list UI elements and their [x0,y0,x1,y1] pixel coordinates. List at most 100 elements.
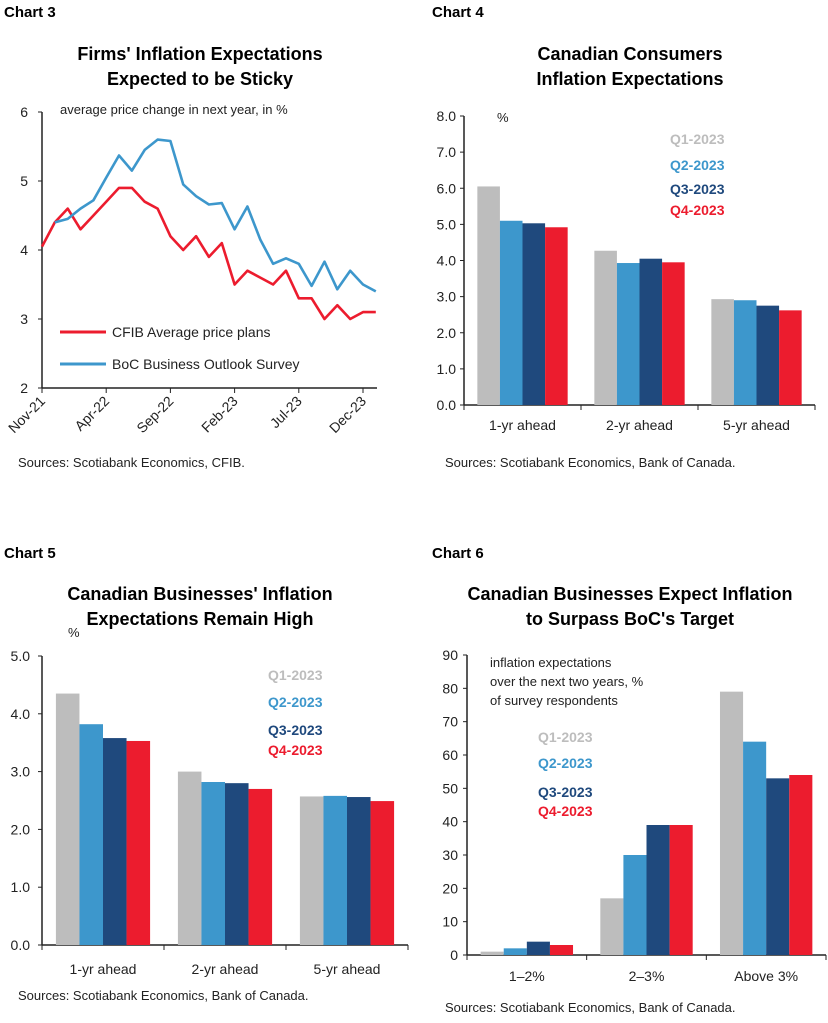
bar-q4-2023-2 [789,775,813,955]
bar-q4-2023-2 [370,801,395,945]
category-label: 5-yr ahead [723,417,790,433]
y-tick-label: 0 [450,947,458,963]
bar-q1-2023-1 [177,771,202,945]
unit-label: % [497,110,509,125]
y-tick-label: 80 [442,680,458,696]
chart-3-label: Chart 3 [4,4,56,21]
y-tick-label: 90 [442,647,458,663]
legend-label: Q3-2023 [538,784,593,800]
bar-q3-2023-1 [225,783,249,945]
title-line: to Surpass BoC's Target [526,609,734,629]
bar-q4-2023-0 [549,945,574,955]
y-tick-label: 5.0 [437,216,457,232]
y-tick-label: 2.0 [11,821,31,837]
chart-3-title: Firms' Inflation Expectations Expected t… [20,42,380,92]
bar-q2-2023-2 [323,795,347,945]
bar-q1-2023-0 [55,693,80,945]
bar-q2-2023-0 [79,724,103,945]
source-note: Sources: Scotiabank Economics, Bank of C… [445,1000,736,1015]
series-line-boc [54,138,377,293]
legend-label: Q2-2023 [670,157,725,173]
y-tick-label: 1.0 [437,361,457,377]
chart-4-title: Canadian Consumers Inflation Expectation… [440,42,820,92]
legend-label: Q2-2023 [268,694,323,710]
bar-q3-2023-1 [646,825,670,955]
y-tick-label: 1.0 [11,879,31,895]
legend-label: Q2-2023 [538,755,593,771]
bar-q4-2023-1 [669,825,693,955]
source-note: Sources: Scotiabank Economics, Bank of C… [18,988,309,1003]
y-tick-label: 20 [442,880,458,896]
y-tick-label: 0.0 [437,397,457,413]
bar-q2-2023-2 [733,300,757,405]
title-line: Firms' Inflation Expectations [77,44,323,64]
y-tick-label: 10 [442,914,458,930]
bar-q4-2023-0 [545,227,568,405]
bar-q3-2023-0 [103,738,127,945]
legend-label: BoC Business Outlook Survey [112,356,300,372]
bar-q3-2023-0 [522,223,546,405]
legend-label: Q3-2023 [670,181,725,197]
y-tick-label: 3.0 [437,289,457,305]
x-tick-label: Nov-21 [5,393,48,436]
y-tick-label: 60 [442,747,458,763]
x-tick-label: Sep-22 [133,393,176,436]
category-label: 1–2% [509,968,545,984]
y-tick-label: 6.0 [437,180,457,196]
category-label: 2-yr ahead [192,961,259,977]
legend-label: Q1-2023 [538,729,593,745]
bar-q1-2023-2 [711,299,734,405]
y-tick-label: 70 [442,714,458,730]
x-tick-label: Apr-22 [71,393,112,434]
chart-4-label: Chart 4 [432,4,484,21]
unit-label: % [68,625,80,640]
chart-subtitle-line: of survey respondents [490,693,618,708]
y-tick-label: 6 [20,104,28,120]
y-tick-label: 8.0 [437,108,457,124]
y-tick-label: 30 [442,847,458,863]
bar-q1-2023-2 [299,796,324,945]
bar-q4-2023-1 [662,262,685,405]
legend-label: Q4-2023 [670,202,725,218]
y-tick-label: 4.0 [437,253,457,269]
y-tick-label: 3.0 [11,764,31,780]
title-line: Canadian Businesses' Inflation [67,584,333,604]
bar-q3-2023-2 [347,797,371,945]
bar-q1-2023-1 [600,898,624,955]
chart-subtitle-line: over the next two years, % [490,674,644,689]
y-tick-label: 2 [20,380,28,396]
bar-q2-2023-1 [201,782,225,945]
bar-q2-2023-1 [623,855,647,955]
x-tick-label: Feb-23 [198,393,241,436]
category-label: 2-yr ahead [606,417,673,433]
title-line: Expected to be Sticky [106,69,294,89]
source-note: Sources: Scotiabank Economics, CFIB. [18,455,245,470]
bar-q2-2023-0 [503,948,527,955]
legend-label: Q3-2023 [268,722,323,738]
chart-6-title: Canadian Businesses Expect Inflation to … [430,582,828,632]
legend-label: Q1-2023 [268,667,323,683]
category-label: Above 3% [734,968,798,984]
title-line: Canadian Consumers [537,44,723,64]
legend-label: CFIB Average price plans [112,324,271,340]
bar-q2-2023-2 [743,741,767,955]
legend-label: Q4-2023 [538,803,593,819]
bar-q3-2023-2 [766,778,790,955]
chart-5-title: Canadian Businesses' Inflation Expectati… [0,582,400,632]
y-tick-label: 4.0 [11,706,31,722]
y-tick-label: 3 [20,311,28,327]
series-line-cfib [40,186,376,321]
bar-q3-2023-1 [639,258,663,405]
legend-label: Q4-2023 [268,742,323,758]
bar-q2-2023-0 [499,220,523,405]
y-tick-label: 2.0 [437,325,457,341]
title-line: Inflation Expectations [536,69,724,89]
chart-5-label: Chart 5 [4,545,56,562]
title-line: Canadian Businesses Expect Inflation [467,584,793,604]
y-tick-label: 0.0 [11,937,31,953]
y-tick-label: 4 [20,242,28,258]
title-line: Expectations Remain High [86,609,314,629]
category-label: 1-yr ahead [489,417,556,433]
